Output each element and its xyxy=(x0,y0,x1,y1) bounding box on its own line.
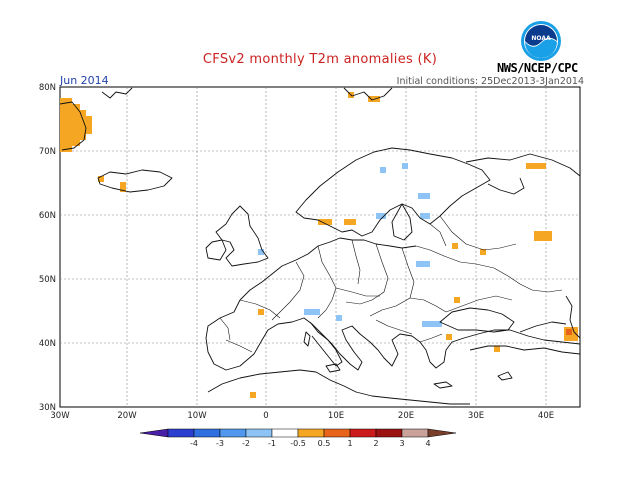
colorbar-low-extend xyxy=(139,428,169,438)
lon-tick-label: 10E xyxy=(328,411,344,421)
colorbar-segment xyxy=(401,428,429,438)
colorbar-label: -3 xyxy=(216,439,224,448)
colorbar-segment xyxy=(375,428,403,438)
logo-text: NOAA xyxy=(531,35,551,42)
initial-conditions: Initial conditions: 25Dec2013-3Jan2014 xyxy=(396,76,584,87)
lon-tick-labels: 30W 20W 10W 0 10E 20E 30E 40E xyxy=(50,411,554,421)
noaa-logo-icon: NOAA xyxy=(521,21,561,61)
lon-tick-label: 40E xyxy=(538,411,554,421)
coastlines xyxy=(59,87,581,405)
colorbar-label: 4 xyxy=(425,439,430,448)
lat-tick-label: 80N xyxy=(39,83,56,93)
lon-tick-label: 0 xyxy=(263,411,268,421)
colorbar-label: -1 xyxy=(268,439,276,448)
lat-tick-label: 70N xyxy=(39,147,56,157)
colorbar-label: -0.5 xyxy=(290,439,306,448)
colorbar-label: -2 xyxy=(242,439,250,448)
map-frame xyxy=(59,86,581,408)
colorbar-segment xyxy=(349,428,377,438)
lon-tick-label: 20E xyxy=(398,411,414,421)
colorbar-label: 0.5 xyxy=(318,439,331,448)
lat-tick-label: 30N xyxy=(39,403,56,413)
strong-warm-anomaly-cells xyxy=(566,329,572,335)
colorbar-segment xyxy=(167,428,195,438)
country-borders xyxy=(219,215,563,353)
colorbar-segment xyxy=(245,428,273,438)
organization-label: NWS/NCEP/CPC xyxy=(497,61,578,75)
colorbar-label: 2 xyxy=(373,439,378,448)
colorbar-segment xyxy=(219,428,247,438)
lat-tick-labels: 80N 70N 60N 50N 40N 30N xyxy=(39,83,56,413)
colorbar-segment xyxy=(323,428,351,438)
colorbar-segment xyxy=(271,428,299,438)
colorbar-label: -4 xyxy=(190,439,198,448)
chart-title: CFSv2 monthly T2m anomalies (K) xyxy=(202,52,438,67)
lon-tick-label: 10W xyxy=(187,411,207,421)
colorbar-label: 1 xyxy=(347,439,352,448)
lat-tick-label: 40N xyxy=(39,339,56,349)
lon-tick-label: 30W xyxy=(50,411,70,421)
lat-tick-label: 60N xyxy=(39,211,56,221)
cool-anomaly-cells xyxy=(258,163,442,327)
lon-tick-label: 20W xyxy=(117,411,137,421)
lat-tick-label: 50N xyxy=(39,275,56,285)
colorbar-segment xyxy=(193,428,221,438)
colorbar-high-extend xyxy=(427,428,457,438)
colorbar: -4 -3 -2 -1 -0.5 0.5 1 2 3 4 xyxy=(139,428,457,448)
colorbar-label: 3 xyxy=(399,439,404,448)
lon-tick-label: 30E xyxy=(468,411,484,421)
forecast-month: Jun 2014 xyxy=(60,74,109,87)
colorbar-segment xyxy=(297,428,325,438)
